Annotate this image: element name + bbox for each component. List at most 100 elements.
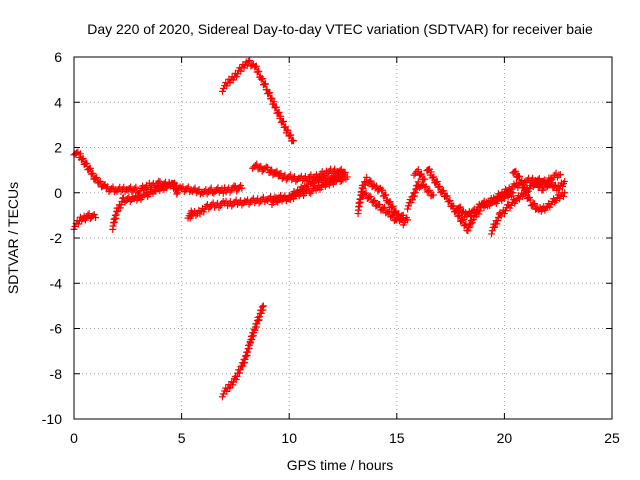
x-tick-label: 15: [389, 430, 405, 446]
data-point: [232, 73, 240, 81]
data-point: [251, 162, 259, 170]
data-point: [389, 202, 397, 210]
data-point: [443, 192, 451, 200]
data-point: [338, 177, 346, 185]
data-point: [359, 185, 367, 193]
data-point: [117, 201, 125, 209]
data-point: [337, 165, 345, 173]
data-point: [362, 189, 370, 197]
data-point: [407, 199, 415, 207]
x-tick-label: 0: [70, 430, 78, 446]
data-point: [523, 188, 531, 196]
data-point: [277, 112, 285, 120]
data-point: [501, 207, 509, 215]
data-point: [529, 200, 537, 208]
data-point: [279, 117, 287, 125]
data-point: [559, 192, 567, 200]
data-point: [85, 210, 93, 218]
x-tick-label: 10: [281, 430, 297, 446]
data-point: [266, 167, 274, 175]
data-point: [252, 62, 260, 70]
data-point: [264, 163, 272, 171]
data-point: [561, 177, 569, 185]
data-point: [207, 184, 215, 192]
data-point: [416, 171, 424, 179]
data-point: [458, 208, 466, 216]
data-point: [132, 183, 140, 191]
data-point: [253, 160, 261, 168]
x-axis: 0 5 10 15 20 25: [70, 57, 620, 446]
data-point: [295, 190, 303, 198]
data-point: [422, 182, 430, 190]
data-point: [466, 223, 474, 231]
data-point: [257, 162, 265, 170]
series-main-track-c: [109, 178, 181, 233]
data-point: [369, 197, 377, 205]
data-point: [520, 183, 528, 191]
data-point: [236, 366, 244, 374]
series-upper-arc: [218, 57, 298, 145]
data-point: [379, 186, 387, 194]
data-point: [464, 227, 472, 235]
series-main-track-g: [268, 172, 347, 209]
y-tick-label: 4: [54, 94, 62, 110]
data-point: [83, 160, 91, 168]
data-point: [373, 182, 381, 190]
data-point: [259, 302, 267, 310]
data-point: [268, 166, 276, 174]
data-point: [89, 169, 97, 177]
data-point: [367, 193, 375, 201]
data-point: [531, 200, 539, 208]
data-point: [116, 204, 124, 212]
data-point: [272, 168, 280, 176]
y-tick-label: -4: [50, 275, 63, 291]
data-point: [559, 182, 567, 190]
data-point: [118, 197, 126, 205]
data-point: [363, 173, 371, 181]
data-point: [284, 126, 292, 134]
data-point: [76, 150, 84, 158]
data-point: [223, 387, 231, 395]
data-point: [361, 190, 369, 198]
data-point: [230, 182, 238, 190]
data-point: [455, 204, 463, 212]
series-main-track-m: [453, 188, 517, 221]
x-tick-label: 25: [604, 430, 620, 446]
series-main-track-f: [249, 160, 349, 185]
data-point: [542, 204, 550, 212]
data-point: [79, 155, 87, 163]
data-point: [494, 217, 502, 225]
data-point: [255, 164, 263, 172]
data-point: [173, 189, 181, 197]
series-main-track-b: [70, 210, 100, 233]
data-point: [561, 189, 569, 197]
data-point: [95, 178, 103, 186]
data-point: [238, 184, 246, 192]
data-point: [508, 192, 516, 200]
data-point: [266, 89, 274, 97]
series-main-track-j: [404, 178, 437, 213]
series-main-track-i: [358, 189, 407, 225]
data-point: [509, 189, 517, 197]
x-tick-label: 20: [497, 430, 513, 446]
data-point: [533, 178, 541, 186]
data-point: [86, 164, 94, 172]
data-point: [385, 207, 393, 215]
series-main-track-k: [410, 166, 429, 184]
data-point: [384, 208, 392, 216]
data-point: [427, 168, 435, 176]
data-point: [410, 192, 418, 200]
data-point: [96, 177, 104, 185]
data-point: [246, 57, 254, 65]
data-point: [277, 170, 285, 178]
chart-title: Day 220 of 2020, Sidereal Day-to-day VTE…: [87, 21, 593, 37]
data-point: [468, 219, 476, 227]
y-tick-label: -6: [50, 321, 63, 337]
data-point: [421, 183, 429, 191]
data-point: [440, 187, 448, 195]
data-point: [450, 202, 458, 210]
y-axis: -10 -8 -6 -4 -2 0 2 4 6: [42, 49, 612, 427]
data-point: [235, 369, 243, 377]
